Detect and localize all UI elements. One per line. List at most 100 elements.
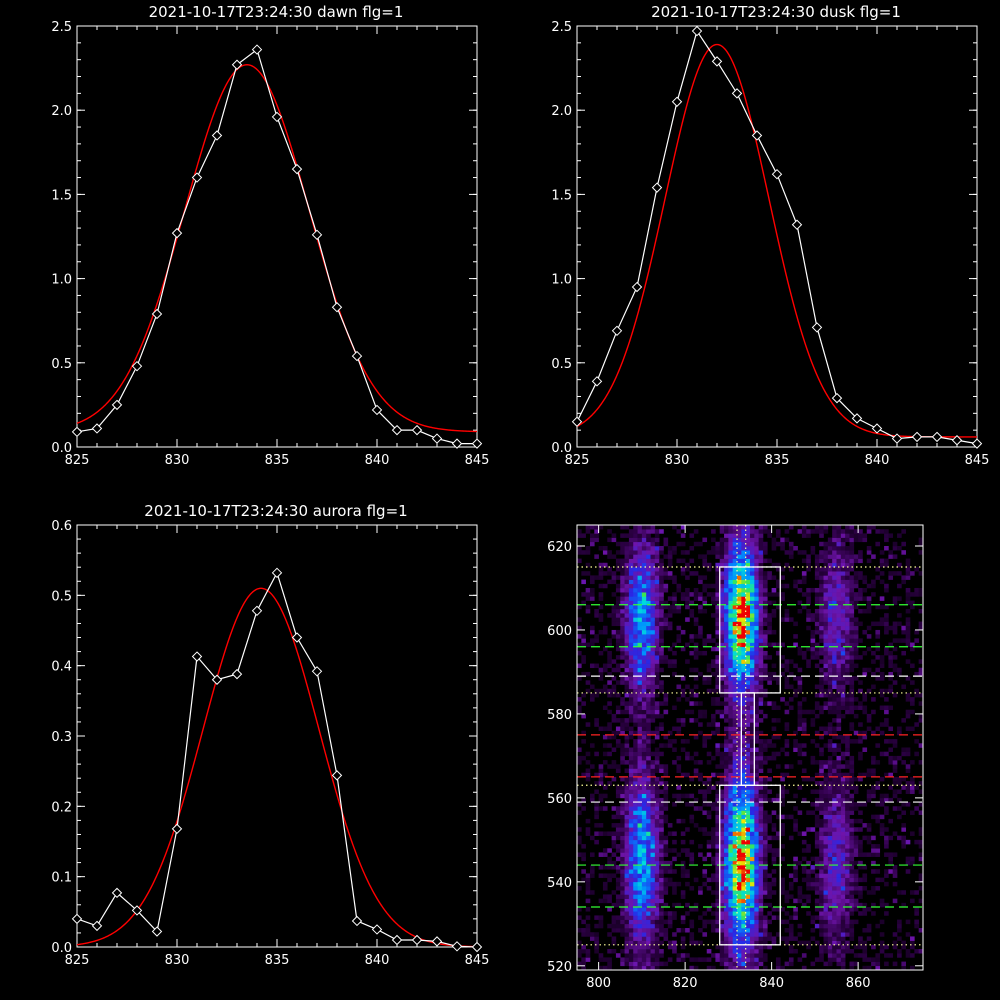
- aurora-data-point: [291, 632, 303, 643]
- heatmap-cell: [819, 680, 824, 685]
- heatmap-cell: [819, 751, 824, 757]
- heatmap-cell: [775, 705, 781, 711]
- heatmap-cell: [775, 529, 781, 534]
- heatmap-cell: [762, 852, 768, 857]
- heatmap-cell: [602, 873, 608, 878]
- heatmap-cell: [659, 713, 664, 719]
- heatmap-cell: [762, 915, 768, 920]
- heatmap-cell: [875, 802, 881, 807]
- heatmap-cell: [741, 583, 746, 589]
- heatmap-cell: [641, 671, 647, 677]
- heatmap-cell: [715, 663, 721, 669]
- heatmap-cell: [659, 751, 664, 757]
- heatmap-cell: [680, 558, 686, 564]
- heatmap-cell: [719, 625, 725, 631]
- heatmap-cell: [767, 621, 772, 627]
- aurora-data-point: [91, 920, 103, 932]
- heatmap-cell: [637, 671, 643, 677]
- heatmap-cell: [650, 592, 656, 597]
- heatmap-cell: [672, 550, 677, 555]
- heatmap-cell: [728, 789, 734, 794]
- heatmap-cell: [737, 877, 742, 883]
- heatmap-cell: [628, 634, 634, 639]
- heatmap-cell: [706, 583, 712, 589]
- heatmap-cell: [849, 722, 855, 727]
- heatmap-cell: [745, 839, 751, 845]
- heatmap-cell: [719, 823, 725, 828]
- heatmap-cell: [737, 881, 742, 887]
- heatmap-cell: [737, 953, 742, 958]
- heatmap-cell: [762, 760, 768, 765]
- heatmap-cell: [633, 600, 638, 606]
- heatmap-cell: [758, 692, 764, 698]
- heatmap-cell: [659, 839, 664, 845]
- heatmap-cell: [754, 844, 759, 849]
- heatmap-cell: [620, 558, 625, 564]
- heatmap-cell: [784, 659, 790, 664]
- heatmap-cell: [750, 755, 755, 761]
- heatmap-cell: [615, 730, 621, 736]
- heatmap-cell: [814, 554, 820, 559]
- heatmap-cell: [819, 747, 824, 752]
- heatmap-cell: [879, 877, 885, 883]
- heatmap-cell: [637, 860, 643, 866]
- heatmap-cell: [814, 587, 820, 593]
- heatmap-cell: [672, 642, 677, 648]
- heatmap-cell: [650, 667, 656, 673]
- heatmap-cell: [853, 806, 859, 811]
- heatmap-cell: [849, 554, 855, 559]
- heatmap-cell: [724, 739, 729, 744]
- dawn-data-point: [351, 350, 363, 362]
- heatmap-cell: [801, 751, 807, 757]
- heatmap-cell: [819, 587, 824, 593]
- heatmap-cell: [771, 881, 777, 887]
- heatmap-cell: [827, 579, 833, 585]
- heatmap-cell: [659, 919, 664, 925]
- heatmap-cell: [849, 705, 855, 711]
- heatmap-cell: [672, 869, 677, 874]
- heatmap-cell: [698, 608, 703, 614]
- heatmap-cell: [637, 776, 643, 782]
- heatmap-cell: [585, 571, 591, 576]
- heatmap-cell: [771, 743, 777, 748]
- heatmap-cell: [875, 634, 881, 639]
- heatmap-cell: [711, 772, 716, 778]
- heatmap-cell: [840, 802, 846, 807]
- heatmap-cell: [879, 797, 885, 803]
- heatmap-cell: [628, 655, 634, 660]
- heatmap-cell: [892, 940, 898, 946]
- heatmap-cell: [845, 608, 850, 614]
- heatmap-cell: [810, 886, 816, 891]
- heatmap-cell: [832, 525, 837, 530]
- heatmap-cell: [810, 936, 816, 941]
- heatmap-cell: [762, 663, 768, 669]
- aurora-data-point: [311, 666, 323, 677]
- heatmap-cell: [823, 902, 829, 908]
- heatmap-cell: [806, 596, 811, 601]
- heatmap-cell: [581, 877, 586, 883]
- heatmap-cell: [598, 613, 604, 618]
- heatmap-cell: [620, 617, 625, 622]
- heatmap-cell: [633, 613, 638, 618]
- heatmap-cell: [754, 642, 759, 648]
- heatmap-cell: [750, 676, 755, 681]
- heatmap-cell: [797, 600, 803, 606]
- heatmap-cell: [624, 814, 630, 820]
- heatmap-cell: [641, 587, 647, 593]
- heatmap-cell: [827, 957, 833, 962]
- heatmap-cell: [732, 755, 738, 761]
- heatmap-cell: [589, 592, 595, 597]
- heatmap-cell: [840, 663, 846, 669]
- heatmap-cell: [663, 743, 669, 748]
- heatmap-cell: [607, 550, 612, 555]
- heatmap-cell: [888, 533, 894, 538]
- heatmap-cell: [693, 734, 699, 740]
- heatmap-cell: [577, 545, 582, 551]
- heatmap-cell: [819, 638, 824, 643]
- heatmap-cell: [615, 558, 621, 564]
- heatmap-cell: [858, 802, 863, 807]
- heatmap-cell: [654, 684, 660, 690]
- heatmap-cell: [814, 839, 820, 845]
- heatmap-cell: [672, 579, 677, 585]
- heatmap-cell: [840, 965, 846, 970]
